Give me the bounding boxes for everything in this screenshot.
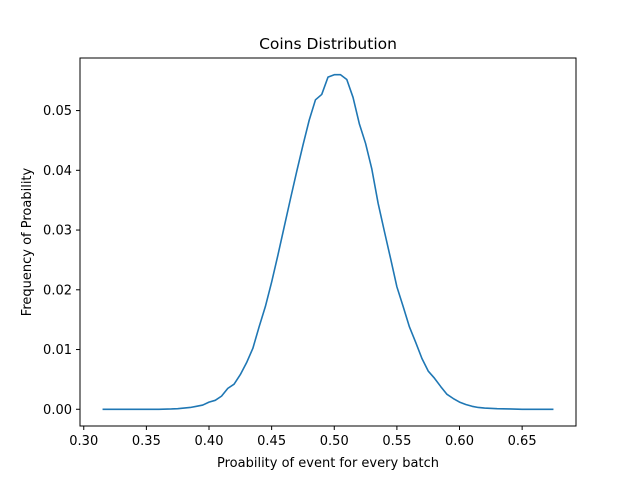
chart-title: Coins Distribution [259,35,397,53]
x-tick-label: 0.35 [132,434,161,449]
y-tick-label: 0.05 [43,104,72,119]
y-tick-label: 0.03 [43,224,72,239]
x-tick-label: 0.40 [195,434,224,449]
x-tick-label: 0.55 [382,434,411,449]
series-line [102,73,554,411]
axes-frame [79,57,577,427]
x-tick-label: 0.60 [445,434,474,449]
x-tick-label: 0.45 [257,434,286,449]
y-tick-label: 0.01 [43,343,72,358]
x-axis: 0.30 0.35 0.40 0.45 0.50 0.55 0.60 0.65 [69,426,537,449]
x-tick-label: 0.30 [69,434,98,449]
x-tick-label: 0.50 [320,434,349,449]
y-tick-label: 0.02 [43,283,72,298]
plot-area [102,73,554,411]
x-axis-label: Proability of event for every batch [217,456,439,471]
y-axis-label: Frequency of Proability [20,167,35,316]
y-tick-label: 0.00 [43,403,72,418]
x-tick-label: 0.65 [508,434,537,449]
y-tick-label: 0.04 [43,164,72,179]
y-axis: 0.00 0.01 0.02 0.03 0.04 0.05 [43,104,80,418]
